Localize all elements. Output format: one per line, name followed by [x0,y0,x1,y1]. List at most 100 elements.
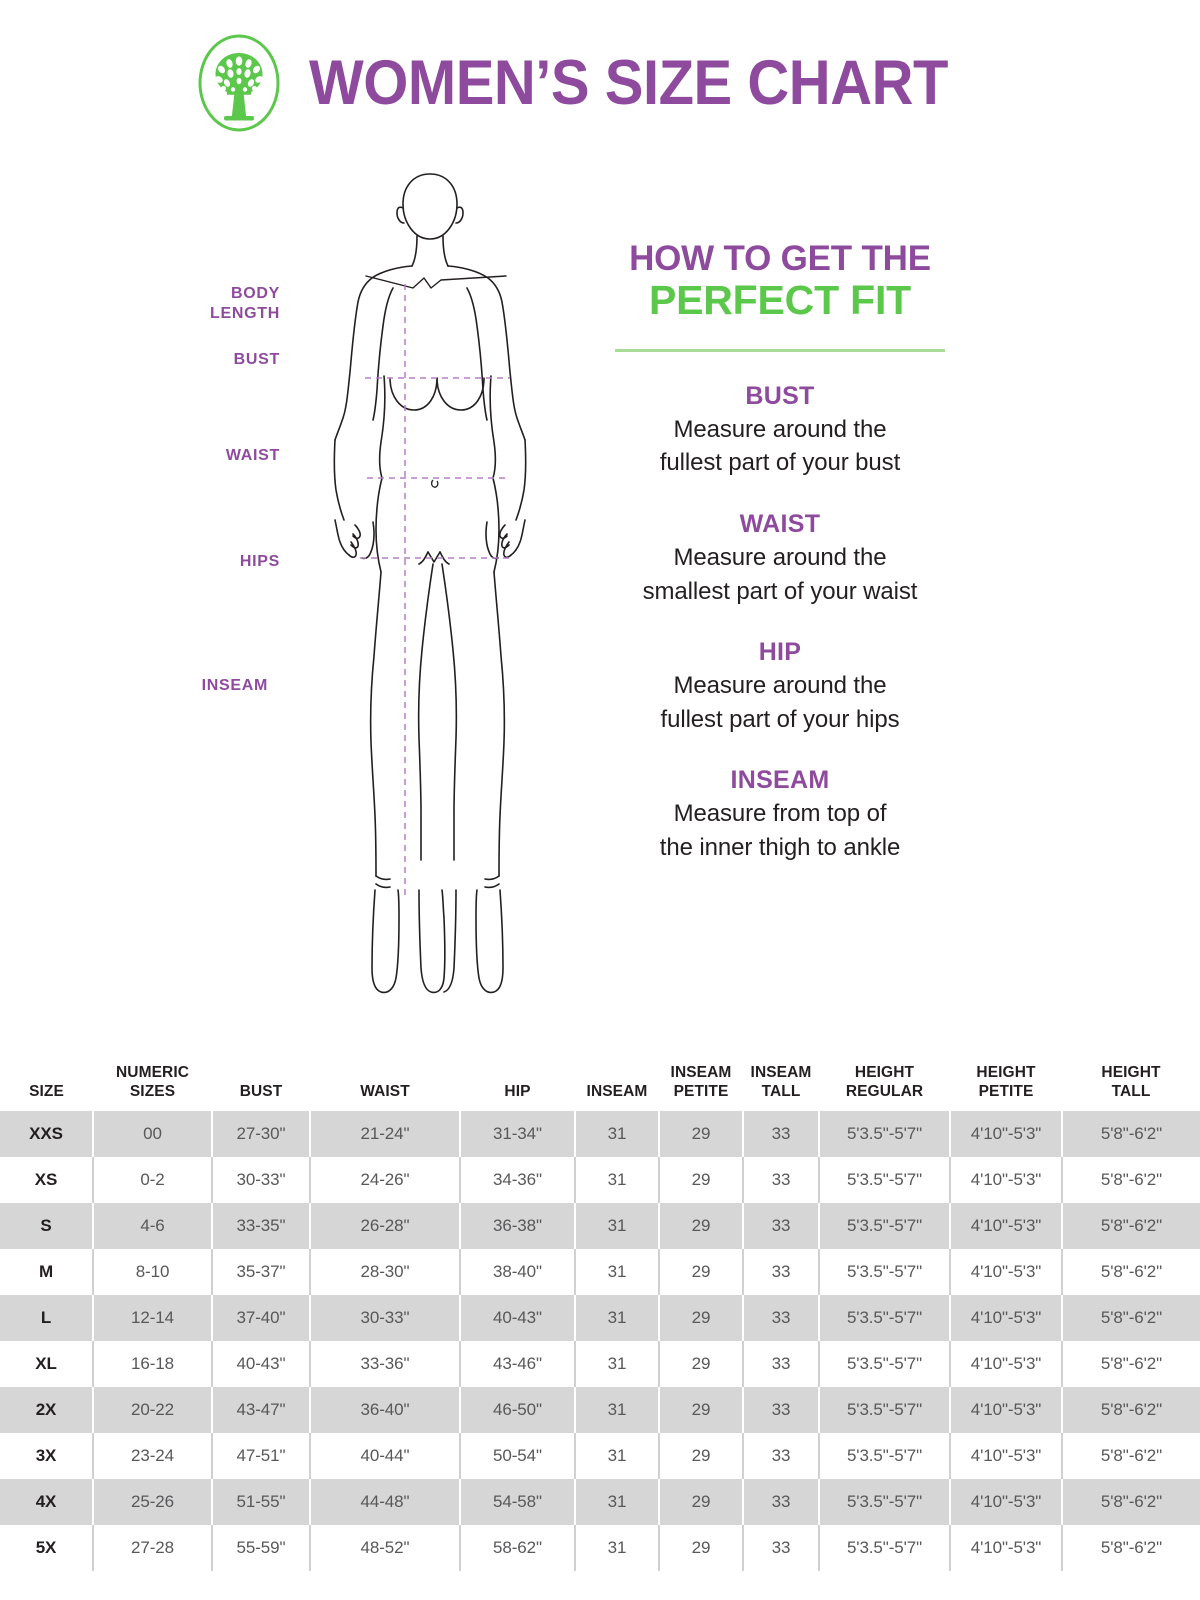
column-header-height_tall: HEIGHT TALL [1062,1058,1200,1112]
fit-block-hip: HIP Measure around the fullest part of y… [575,638,985,736]
figure-label-bust: BUST [233,351,280,368]
fit-term-hip: HIP [758,638,802,667]
fit-desc-hip-line2: fullest part of your hips [660,705,900,733]
column-header-inseam: INSEAM [575,1058,659,1112]
column-header-height_petite: HEIGHT PETITE [950,1058,1062,1112]
fit-desc-inseam: Measure from top of the inner thigh to a… [575,797,985,864]
cell-size: 4X [0,1479,93,1526]
cell-height_tall: 5'8"-6'2" [1061,1341,1200,1388]
fit-guide-heading-line1: HOW TO GET THE [629,239,931,278]
figure-label-hips: HIPS [239,553,280,570]
column-header-numeric_sizes-line2: SIZES [129,1082,176,1100]
cell-height_petite: 4'10"-5'3" [949,1111,1062,1158]
fit-guide-divider [615,348,945,352]
cell-height_regular: 5'3.5"-5'7" [818,1111,950,1158]
fit-term-bust: BUST [745,381,815,410]
cell-size: S [0,1203,93,1250]
cell-inseam_tall: 33 [742,1157,819,1204]
cell-inseam_tall: 33 [742,1249,819,1296]
cell-bust: 33-35" [211,1203,310,1250]
size-chart-table: SIZE NUMERIC SIZES BUST WAIST HIP INSEAM INSEAM… [0,1058,1200,1572]
cell-inseam_petite: 29 [658,1249,743,1296]
column-header-hip: HIP [460,1058,575,1112]
cell-hip: 34-36" [459,1157,575,1204]
cell-height_petite: 4'10"-5'3" [949,1479,1062,1526]
cell-numeric_sizes: 0-2 [92,1157,212,1204]
cell-bust: 30-33" [211,1157,310,1204]
column-header-numeric_sizes-line1: NUMERIC [115,1064,190,1081]
cell-inseam_petite: 29 [658,1479,743,1526]
table-row: 2X 20-22 43-47" 36-40" 46-50" 31 29 33 5'3.5"-5'… [0,1387,1200,1434]
cell-numeric_sizes: 4-6 [92,1203,212,1250]
fit-desc-bust-line1: Measure around the [673,415,887,443]
cell-size: 2X [0,1387,93,1434]
cell-height_regular: 5'3.5"-5'7" [818,1341,950,1388]
cell-waist: 40-44" [309,1433,460,1480]
cell-height_tall: 5'8"-6'2" [1061,1111,1200,1158]
fit-guide-heading-line2: PERFECT FIT [648,276,912,323]
cell-height_tall: 5'8"-6'2" [1061,1479,1200,1526]
column-header-inseam-line1: INSEAM [586,1082,648,1100]
table-row: 4X 25-26 51-55" 44-48" 54-58" 31 29 33 5'3.5"-5'… [0,1479,1200,1526]
column-header-height_tall-line1: HEIGHT [1101,1064,1161,1081]
cell-height_regular: 5'3.5"-5'7" [818,1433,950,1480]
cell-waist: 21-24" [309,1111,460,1158]
cell-waist: 28-30" [309,1249,460,1296]
cell-inseam: 31 [574,1157,659,1204]
perfect-fit-guide-panel: HOW TO GET THE PERFECT FIT BUST Measure … [575,240,985,865]
column-header-inseam_tall-line2: TALL [761,1082,801,1100]
cell-size: 3X [0,1433,93,1480]
cell-height_regular: 5'3.5"-5'7" [818,1479,950,1526]
cell-inseam_petite: 29 [658,1157,743,1204]
cell-hip: 50-54" [459,1433,575,1480]
cell-inseam: 31 [574,1111,659,1158]
cell-height_regular: 5'3.5"-5'7" [818,1525,950,1572]
table-row: S 4-6 33-35" 26-28" 36-38" 31 29 33 5'3.5"-5'7" 4… [0,1203,1200,1250]
column-header-numeric_sizes: NUMERIC SIZES [93,1058,212,1112]
cell-inseam_petite: 29 [658,1387,743,1434]
cell-bust: 55-59" [211,1525,310,1572]
column-header-inseam_tall-line1: INSEAM [750,1064,812,1081]
cell-bust: 40-43" [211,1341,310,1388]
cell-bust: 27-30" [211,1111,310,1158]
croquis-figure-illustration [333,173,527,994]
cell-size: M [0,1249,93,1296]
cell-numeric_sizes: 8-10 [92,1249,212,1296]
cell-inseam_petite: 29 [658,1111,743,1158]
table-row: 3X 23-24 47-51" 40-44" 50-54" 31 29 33 5'3.5"-5'… [0,1433,1200,1480]
cell-waist: 26-28" [309,1203,460,1250]
page-header: WOMEN’S SIZE CHART [0,28,1200,138]
cell-size: XS [0,1157,93,1204]
cell-height_petite: 4'10"-5'3" [949,1525,1062,1572]
figure-label-waist: WAIST [225,447,280,464]
cell-bust: 47-51" [211,1433,310,1480]
cell-size: XXS [0,1111,93,1158]
cell-hip: 58-62" [459,1525,575,1572]
column-header-inseam_petite-line2: PETITE [673,1082,729,1100]
column-header-height_regular-line2: REGULAR [845,1082,924,1100]
cell-inseam_tall: 33 [742,1387,819,1434]
cell-numeric_sizes: 16-18 [92,1341,212,1388]
cell-waist: 33-36" [309,1341,460,1388]
table-body: XXS 00 27-30" 21-24" 31-34" 31 29 33 5'3.5"-5'7"… [0,1111,1200,1572]
table-row: XL 16-18 40-43" 33-36" 43-46" 31 29 33 5'3.5"-5'… [0,1341,1200,1388]
cell-hip: 54-58" [459,1479,575,1526]
column-header-height_tall-line2: TALL [1111,1082,1151,1100]
cell-height_petite: 4'10"-5'3" [949,1203,1062,1250]
cell-height_regular: 5'3.5"-5'7" [818,1387,950,1434]
cell-inseam_tall: 33 [742,1203,819,1250]
cell-numeric_sizes: 12-14 [92,1295,212,1342]
cell-bust: 43-47" [211,1387,310,1434]
cell-height_tall: 5'8"-6'2" [1061,1157,1200,1204]
cell-hip: 36-38" [459,1203,575,1250]
fit-desc-waist: Measure around the smallest part of your… [575,541,985,608]
figure-label-body-length-line2: LENGTH [210,305,280,323]
fit-desc-waist-line1: Measure around the [673,544,887,572]
column-header-bust-line1: BUST [239,1082,283,1100]
cell-height_regular: 5'3.5"-5'7" [818,1157,950,1204]
fit-desc-inseam-line2: the inner thigh to ankle [659,834,901,862]
cell-height_regular: 5'3.5"-5'7" [818,1203,950,1250]
tree-logo-icon [197,33,281,133]
column-header-height_regular-line1: HEIGHT [854,1064,915,1081]
cell-numeric_sizes: 20-22 [92,1387,212,1434]
